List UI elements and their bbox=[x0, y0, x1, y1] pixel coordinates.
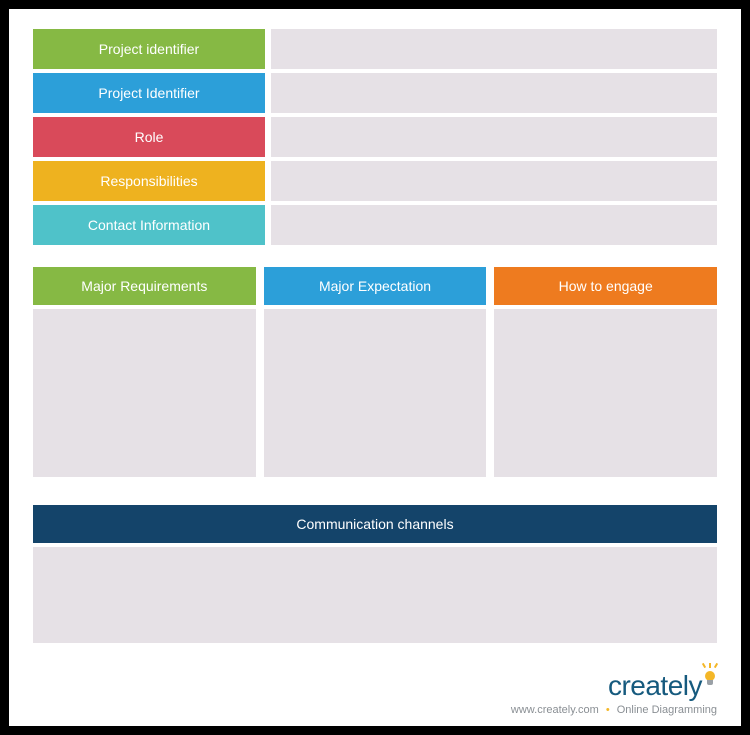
top-rows: Project identifier Project Identifier Ro… bbox=[33, 29, 717, 245]
head-how-to-engage: How to engage bbox=[494, 267, 717, 305]
tagline-separator: • bbox=[606, 704, 610, 716]
col-how-to-engage: How to engage bbox=[494, 267, 717, 477]
row-project-identifier-1: Project identifier bbox=[33, 29, 717, 69]
tagline-text: Online Diagramming bbox=[617, 704, 717, 716]
body-how-to-engage bbox=[494, 309, 717, 477]
brand-logo: creately bbox=[608, 670, 717, 702]
body-major-expectation bbox=[264, 309, 487, 477]
head-major-expectation: Major Expectation bbox=[264, 267, 487, 305]
diagram-frame: Project identifier Project Identifier Ro… bbox=[0, 0, 750, 735]
lightbulb-icon bbox=[703, 667, 717, 687]
tagline-url: www.creately.com bbox=[511, 704, 599, 716]
value-role bbox=[271, 117, 717, 157]
tagline: www.creately.com • Online Diagramming bbox=[511, 704, 717, 716]
brand-text: creately bbox=[608, 670, 702, 702]
row-contact-information: Contact Information bbox=[33, 205, 717, 245]
value-project-identifier-2 bbox=[271, 73, 717, 113]
head-communication-channels: Communication channels bbox=[33, 505, 717, 543]
label-project-identifier-2: Project Identifier bbox=[33, 73, 265, 113]
label-responsibilities: Responsibilities bbox=[33, 161, 265, 201]
footer: creately www.creately.com • Online Diagr… bbox=[33, 670, 717, 716]
label-contact-information: Contact Information bbox=[33, 205, 265, 245]
body-communication-channels bbox=[33, 547, 717, 643]
body-major-requirements bbox=[33, 309, 256, 477]
label-role: Role bbox=[33, 117, 265, 157]
value-contact-information bbox=[271, 205, 717, 245]
col-major-requirements: Major Requirements bbox=[33, 267, 256, 477]
three-columns: Major Requirements Major Expectation How… bbox=[33, 267, 717, 477]
row-role: Role bbox=[33, 117, 717, 157]
head-major-requirements: Major Requirements bbox=[33, 267, 256, 305]
row-responsibilities: Responsibilities bbox=[33, 161, 717, 201]
bottom-section: Communication channels bbox=[33, 505, 717, 643]
value-responsibilities bbox=[271, 161, 717, 201]
value-project-identifier-1 bbox=[271, 29, 717, 69]
row-project-identifier-2: Project Identifier bbox=[33, 73, 717, 113]
col-major-expectation: Major Expectation bbox=[264, 267, 487, 477]
label-project-identifier-1: Project identifier bbox=[33, 29, 265, 69]
